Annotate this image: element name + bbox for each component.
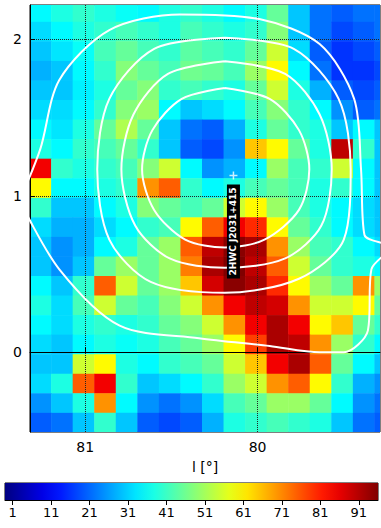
svg-text:71: 71 xyxy=(274,505,291,520)
svg-text:2: 2 xyxy=(13,31,22,47)
svg-text:21: 21 xyxy=(81,505,98,520)
svg-text:0: 0 xyxy=(13,344,22,360)
svg-text:41: 41 xyxy=(158,505,175,520)
svg-text:31: 31 xyxy=(120,505,137,520)
svg-text:1: 1 xyxy=(9,505,17,520)
svg-text:81: 81 xyxy=(312,505,329,520)
svg-text:51: 51 xyxy=(197,505,214,520)
svg-text:81: 81 xyxy=(76,439,94,455)
svg-text:91: 91 xyxy=(350,505,367,520)
svg-text:11: 11 xyxy=(43,505,60,520)
svg-text:l [°]: l [°] xyxy=(192,459,218,475)
svg-text:2HWC J2031+415: 2HWC J2031+415 xyxy=(228,187,238,275)
svg-text:80: 80 xyxy=(249,439,267,455)
svg-text:1: 1 xyxy=(13,188,22,204)
svg-text:61: 61 xyxy=(235,505,252,520)
